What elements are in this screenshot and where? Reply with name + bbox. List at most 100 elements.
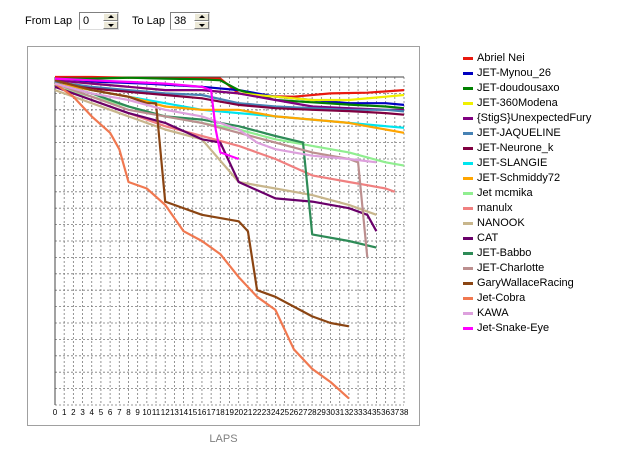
legend-label: JET-SLANGIE	[477, 157, 548, 169]
legend-swatch	[463, 117, 473, 120]
legend-swatch	[463, 252, 473, 255]
x-tick-label: 0	[53, 408, 58, 417]
legend-label: JET-Neurone_k	[477, 142, 554, 154]
x-tick-label: 15	[188, 408, 197, 417]
arrow-down-icon	[108, 24, 114, 27]
x-tick-label: 2	[71, 408, 76, 417]
legend-label: JET-360Modena	[477, 97, 558, 109]
to-lap-value[interactable]: 38	[174, 15, 187, 27]
legend-swatch	[463, 72, 473, 75]
legend-label: JET-Schmiddy72	[477, 172, 561, 184]
x-tick-label: 25	[280, 408, 289, 417]
to-lap-up-button[interactable]	[194, 13, 209, 21]
x-tick-label: 30	[326, 408, 335, 417]
series-line-16	[54, 82, 350, 400]
series-line-13	[54, 82, 377, 249]
legend-label: CAT	[477, 232, 499, 244]
legend-label: {StigS}UnexpectedFury	[477, 112, 592, 124]
legend-label: Jet-Snake-Eye	[477, 322, 550, 334]
x-tick-label: 38	[400, 408, 409, 417]
legend-swatch	[463, 282, 473, 285]
legend-label: Abriel Nei	[477, 52, 525, 64]
legend-label: manulx	[477, 202, 513, 214]
legend-label: KAWA	[477, 307, 509, 319]
x-tick-label: 4	[90, 408, 95, 417]
x-tick-label: 34	[363, 408, 372, 417]
x-tick-label: 3	[80, 408, 85, 417]
arrow-up-icon	[108, 15, 114, 18]
x-tick-label: 29	[317, 408, 326, 417]
series-line-11	[54, 89, 377, 216]
series-line-12	[54, 85, 378, 232]
legend-swatch	[463, 297, 473, 300]
x-tick-label: 26	[289, 408, 298, 417]
to-lap-down-button[interactable]	[194, 21, 209, 29]
legend-label: JET-doudousaxo	[477, 82, 560, 94]
legend-swatch	[463, 237, 473, 240]
legend-label: JET-JAQUELINE	[477, 127, 561, 139]
x-tick-label: 35	[372, 408, 381, 417]
x-tick-label: 14	[179, 408, 188, 417]
x-tick-label: 24	[271, 408, 280, 417]
legend-label: Jet-Cobra	[477, 292, 526, 304]
from-lap-spinner[interactable]: 0	[79, 12, 119, 30]
x-tick-label: 27	[299, 408, 308, 417]
x-tick-label: 32	[344, 408, 353, 417]
series-line-2	[55, 76, 405, 110]
from-lap-up-button[interactable]	[103, 13, 118, 21]
x-tick-label: 17	[207, 408, 216, 417]
x-tick-label: 13	[170, 408, 179, 417]
from-lap-down-button[interactable]	[103, 21, 118, 29]
legend-swatch	[463, 327, 473, 330]
x-tick-label: 10	[142, 408, 151, 417]
legend-swatch	[463, 312, 473, 315]
x-tick-label: 28	[308, 408, 317, 417]
x-tick-label: 6	[108, 408, 113, 417]
legend-swatch	[463, 267, 473, 270]
legend-label: NANOOK	[477, 217, 525, 229]
legend-label: Jet mcmika	[477, 187, 533, 199]
legend-label: JET-Mynou_26	[477, 67, 551, 79]
from-lap-label: From Lap	[25, 15, 73, 27]
x-tick-label: 9	[135, 408, 140, 417]
to-lap-label: To Lap	[132, 15, 166, 27]
x-axis-label: LAPS	[209, 433, 238, 445]
x-tick-label: 19	[225, 408, 234, 417]
series-line-17	[54, 82, 377, 164]
series-line-5	[54, 80, 405, 113]
x-tick-label: 1	[62, 408, 67, 417]
from-lap-value[interactable]: 0	[83, 15, 90, 27]
legend-swatch	[463, 177, 473, 180]
x-tick-label: 23	[262, 408, 271, 417]
x-tick-label: 33	[354, 408, 363, 417]
x-tick-label: 22	[253, 408, 262, 417]
x-tick-label: 21	[243, 408, 252, 417]
lap-position-chart: 0 1 2 3 4 5 6 7 8 9 10 11 12 13 14 15 16 17 18 19 20 21 22 23 24…	[53, 75, 409, 417]
series-line-6	[54, 82, 405, 116]
x-tick-label: 36	[381, 408, 390, 417]
legend-label: JET-Babbo	[477, 247, 532, 259]
legend-swatch	[463, 222, 473, 225]
x-tick-label: 12	[161, 408, 170, 417]
x-tick-label: 31	[335, 408, 344, 417]
x-tick-label: 16	[197, 408, 206, 417]
legend-swatch	[463, 102, 473, 105]
legend-label: GaryWallaceRacing	[477, 277, 574, 289]
series-line-18	[54, 77, 240, 161]
x-tick-label: 20	[234, 408, 243, 417]
chart-frame: 0 1 2 3 4 5 6 7 8 9 10 11 12 13 14 15 16 17 18 19 20 21 22 23 24…	[27, 46, 420, 426]
series-line-15	[54, 79, 350, 328]
x-tick-label: 37	[390, 408, 399, 417]
legend-swatch	[463, 87, 473, 90]
arrow-up-icon	[199, 15, 205, 18]
legend-swatch	[463, 147, 473, 150]
to-lap-spinner[interactable]: 38	[170, 12, 210, 30]
x-tick-label: 5	[99, 408, 104, 417]
x-tick-label: 18	[216, 408, 225, 417]
legend-label: JET-Charlotte	[477, 262, 545, 274]
legend-swatch	[463, 57, 473, 60]
legend-swatch	[463, 192, 473, 195]
x-tick-label: 7	[117, 408, 122, 417]
legend-swatch	[463, 132, 473, 135]
legend-swatch	[463, 162, 473, 165]
